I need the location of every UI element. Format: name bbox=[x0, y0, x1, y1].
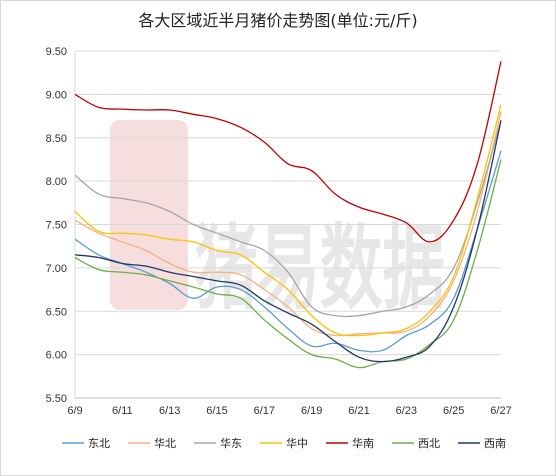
x-tick-label: 6/23 bbox=[396, 405, 417, 417]
y-tick-label: 6.00 bbox=[46, 350, 67, 362]
x-tick-label: 6/27 bbox=[490, 405, 511, 417]
series-line-3 bbox=[74, 120, 502, 318]
x-tick-label: 6/11 bbox=[112, 405, 133, 417]
y-tick-label: 6.50 bbox=[46, 306, 67, 318]
axis: 5.50 6.00 6.50 7.00 7.50 8.00 8.50 9.00 9.50 6/9 6… bbox=[46, 46, 512, 417]
x-tick-label: 6/15 bbox=[206, 405, 227, 417]
y-tick-label: 5.50 bbox=[46, 393, 67, 405]
x-tick-label: 6/13 bbox=[159, 405, 180, 417]
chart-title: 各大区域近半月猪价走势图(单位:元/斤) bbox=[138, 11, 417, 30]
legend-label: 华南 bbox=[352, 436, 374, 450]
series-line-5 bbox=[74, 61, 502, 243]
y-tick-label: 9.50 bbox=[46, 46, 67, 58]
legend-label: 华中 bbox=[286, 436, 308, 450]
series-line-4 bbox=[74, 104, 502, 337]
x-tick-label: 6/9 bbox=[67, 405, 82, 417]
legend-label: 华北 bbox=[154, 436, 176, 450]
y-tick-label: 9.00 bbox=[46, 89, 67, 101]
series-line-2 bbox=[74, 111, 502, 337]
legend-label: 华东 bbox=[220, 436, 242, 450]
grid bbox=[75, 50, 501, 399]
legend-label: 西南 bbox=[484, 437, 506, 450]
y-tick-label: 8.00 bbox=[46, 176, 67, 188]
series-line-7 bbox=[74, 120, 502, 363]
legend-label: 东北 bbox=[88, 437, 110, 450]
watermark: 猪易数据 bbox=[110, 120, 445, 322]
legend-label: 西北 bbox=[418, 437, 440, 450]
legend: 东北 华北 华东 华中 华南 西北 西南 bbox=[62, 436, 506, 450]
x-tick-label: 6/19 bbox=[301, 405, 322, 417]
series-line-1 bbox=[74, 150, 502, 353]
x-tick-label: 6/17 bbox=[254, 405, 275, 417]
y-tick-label: 7.50 bbox=[46, 220, 67, 232]
x-tick-label: 6/25 bbox=[443, 405, 464, 417]
y-tick-label: 8.50 bbox=[46, 133, 67, 145]
series-lines bbox=[74, 61, 502, 369]
x-tick-label: 6/21 bbox=[348, 405, 369, 417]
y-tick-label: 7.00 bbox=[46, 263, 67, 275]
